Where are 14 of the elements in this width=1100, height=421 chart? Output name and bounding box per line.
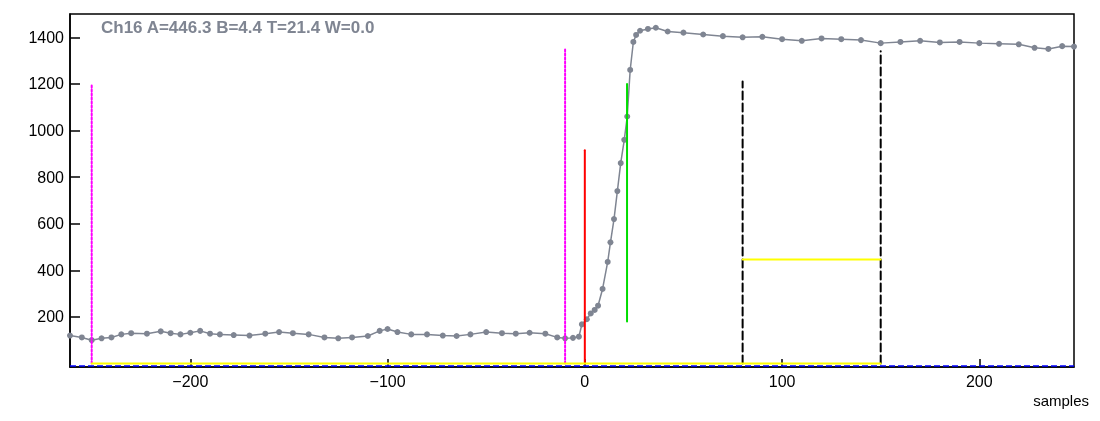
x-tick-label: 0 (580, 372, 590, 390)
y-tick-label: 1000 (28, 122, 65, 139)
y-tick-label: 400 (37, 261, 65, 279)
chart-title: Ch16 A=446.3 B=4.4 T=21.4 W=0.0 (101, 18, 375, 37)
x-axis-title: samples (1033, 392, 1089, 409)
x-tick-label: 100 (768, 372, 796, 390)
x-tick-label: 200 (965, 372, 993, 390)
y-tick-label: 200 (37, 308, 65, 326)
x-tick-label: −100 (369, 372, 406, 390)
y-tick-label: 1200 (28, 75, 65, 93)
y-tick-label: 1400 (28, 28, 65, 46)
y-tick-label: 800 (37, 168, 65, 186)
x-tick-label: −200 (172, 372, 209, 390)
y-tick-label: 600 (37, 215, 65, 233)
